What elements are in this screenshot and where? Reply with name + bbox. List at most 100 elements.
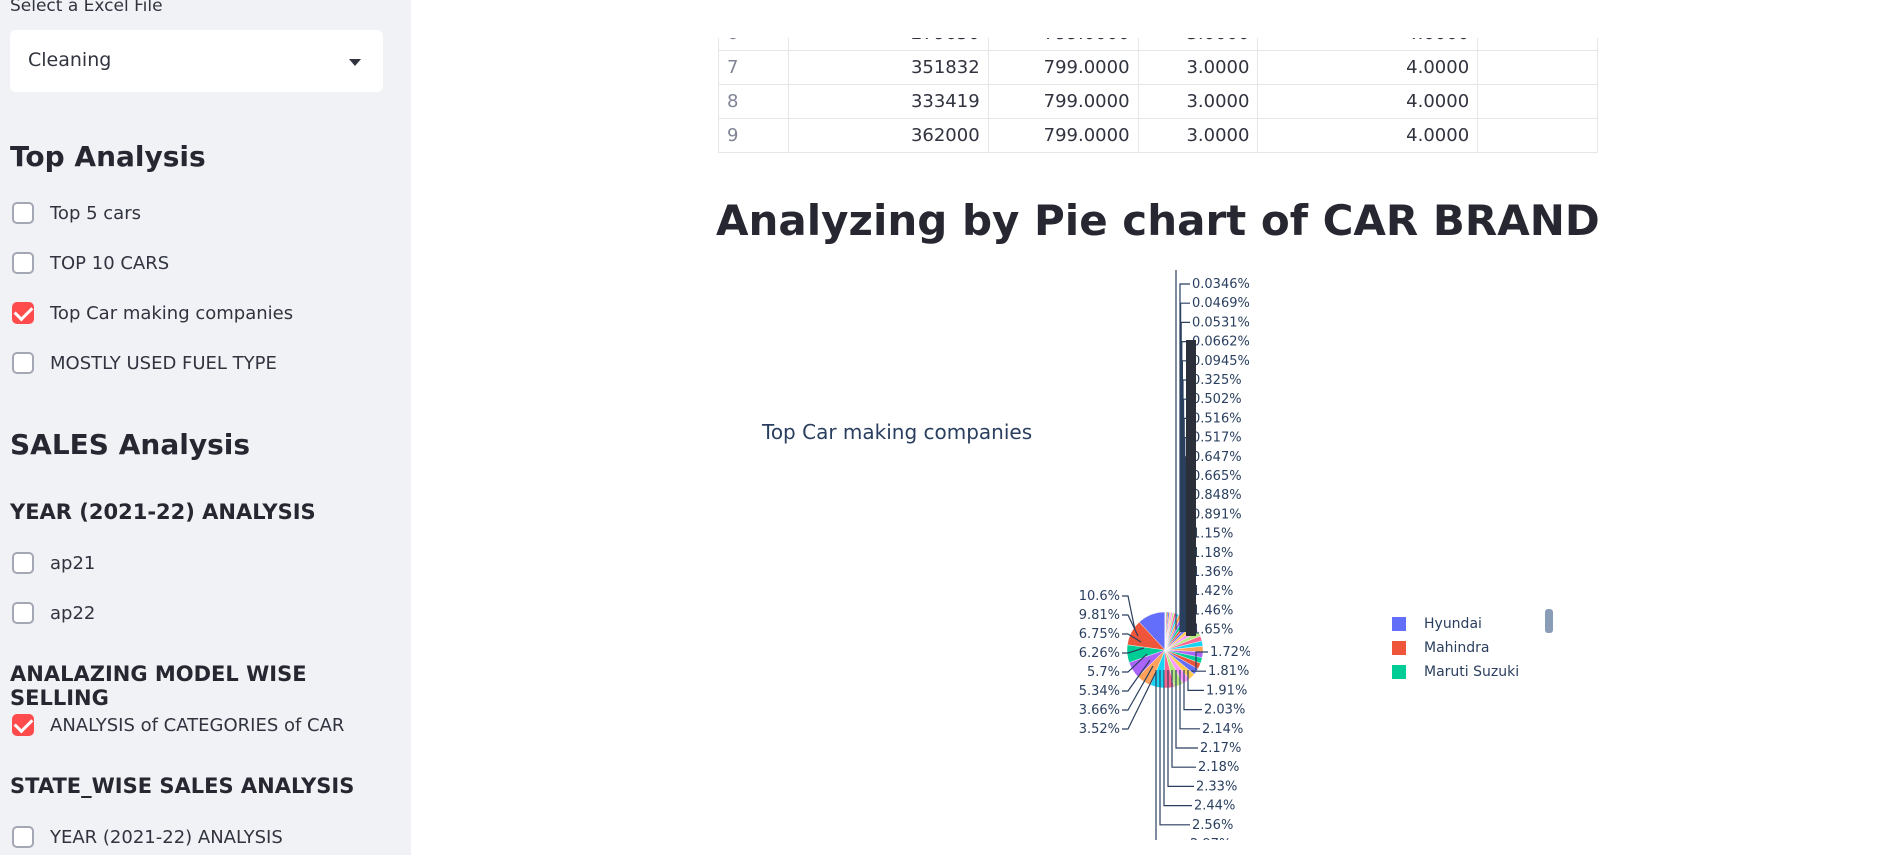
checkbox-label: Top 5 cars <box>50 202 141 224</box>
checkbox-box[interactable] <box>12 826 34 848</box>
checkbox-box[interactable] <box>12 352 34 374</box>
chart-legend[interactable]: Hyundai Mahindra Maruti Suzuki <box>1392 612 1519 684</box>
pie-leader-line <box>1179 670 1200 730</box>
legend-item-hyundai[interactable]: Hyundai <box>1392 612 1519 636</box>
table-cell: 333419 <box>787 84 989 119</box>
table-cell: 4.0000 <box>1257 50 1479 85</box>
checkbox-box[interactable] <box>12 202 34 224</box>
pie-leader-line <box>1191 670 1206 672</box>
row-index: 8 <box>718 84 789 119</box>
pie-slice-label: 10.6% <box>1079 589 1120 604</box>
pie-slice-label: 1.15% <box>1192 527 1233 542</box>
legend-item-maruti-suzuki[interactable]: Maruti Suzuki <box>1392 660 1519 684</box>
pie-slice-label: 0.0945% <box>1192 354 1250 369</box>
checkbox-top-car-companies[interactable]: Top Car making companies <box>12 301 294 324</box>
table-cell: 799.0000 <box>987 38 1139 51</box>
file-select-value: Cleaning <box>28 49 112 71</box>
table-row: 6 279650 799.0000 3.0000 4.0000 <box>718 38 1598 51</box>
pie-leader-line <box>1183 670 1202 711</box>
pie-leader-line <box>1122 653 1148 673</box>
legend-label: Mahindra <box>1424 640 1490 656</box>
table-cell: 3.0000 <box>1137 50 1259 85</box>
checkbox-ap21[interactable]: ap21 <box>12 552 95 574</box>
model-analysis-heading: ANALAZING MODEL WISE SELLING <box>10 662 307 710</box>
pie-slice-label: 2.03% <box>1204 703 1245 718</box>
data-table[interactable]: 6 279650 799.0000 3.0000 4.0000 7 351832… <box>718 38 1598 153</box>
pie-leader-line <box>1187 670 1204 691</box>
legend-swatch <box>1392 665 1406 679</box>
table-cell: 3.0000 <box>1137 84 1259 119</box>
table-cell <box>1477 118 1598 152</box>
table-cell: 351832 <box>787 50 989 85</box>
pie-slice-label: 0.848% <box>1192 488 1242 503</box>
pie-slice-label: 1.81% <box>1208 664 1249 679</box>
pie-slice-label: 1.65% <box>1192 623 1233 638</box>
pie-slice-label: 2.44% <box>1194 799 1235 814</box>
row-index: 9 <box>718 118 789 152</box>
check-icon <box>13 301 33 321</box>
pie-slice-label: 2.56% <box>1192 818 1233 833</box>
pie-leader-line <box>1122 671 1157 730</box>
pie-slice-label: 2.33% <box>1196 779 1237 794</box>
chevron-down-icon <box>349 59 361 66</box>
legend-swatch <box>1392 641 1406 655</box>
pie-slice-label: 2.97% <box>1190 837 1231 840</box>
pie-leader-line <box>1122 647 1145 654</box>
legend-scrollbar[interactable] <box>1545 609 1553 633</box>
pie-leader-line <box>1155 670 1157 840</box>
checkbox-car-categories[interactable]: ANALYSIS of CATEGORIES of CAR <box>12 713 345 736</box>
legend-label: Maruti Suzuki <box>1424 664 1520 680</box>
legend-item-mahindra[interactable]: Mahindra <box>1392 636 1519 660</box>
pie-slice-label: 0.891% <box>1192 507 1242 522</box>
pie-slice-label: 1.42% <box>1192 584 1233 599</box>
sidebar: Select a Excel File Cleaning Top Analysi… <box>0 0 411 855</box>
pie-slice-label: 0.0346% <box>1192 277 1250 292</box>
sales-analysis-heading: SALES Analysis <box>10 428 250 461</box>
checkbox-label: Top Car making companies <box>50 302 294 324</box>
table-cell: 3.0000 <box>1137 38 1259 51</box>
pie-slice-label: 0.0531% <box>1192 315 1250 330</box>
checkbox-box[interactable] <box>12 713 34 736</box>
pie-slice-label: 0.502% <box>1192 392 1242 407</box>
checkbox-state-year-analysis[interactable]: YEAR (2021-22) ANALYSIS <box>12 826 283 848</box>
pie-slice-label: 2.17% <box>1200 741 1241 756</box>
pie-leader-line <box>1122 595 1136 631</box>
pie-leader-line <box>1122 614 1139 637</box>
pie-slice-label: 0.0469% <box>1192 296 1250 311</box>
checkbox-top-10-cars[interactable]: TOP 10 CARS <box>12 252 169 274</box>
pie-slice-label: 3.66% <box>1079 703 1120 718</box>
pie-slice-label: 2.14% <box>1202 722 1243 737</box>
pie-slice-label: 9.81% <box>1079 608 1120 623</box>
pie-slice-label: 0.517% <box>1192 431 1242 446</box>
pie-slice-label: 5.7% <box>1087 665 1120 680</box>
checkbox-box[interactable] <box>12 301 34 324</box>
checkbox-label: ANALYSIS of CATEGORIES of CAR <box>50 714 345 736</box>
pie-slice-label: 3.52% <box>1079 722 1120 737</box>
pie-slice-label: 0.0662% <box>1192 335 1250 350</box>
checkbox-top-5-cars[interactable]: Top 5 cars <box>12 202 141 224</box>
checkbox-box[interactable] <box>12 552 34 574</box>
pie-chart[interactable]: 10.6% 9.81% 6.75% 6.26% 5.7% 5.34% 3.66% 3.52% 0… <box>1060 270 1250 840</box>
pie-slice-label: 2.18% <box>1198 760 1239 775</box>
pie-slice-label: 1.46% <box>1192 603 1233 618</box>
checkbox-box[interactable] <box>12 602 34 624</box>
checkbox-label: MOSTLY USED FUEL TYPE <box>50 352 277 374</box>
table-cell: 799.0000 <box>987 50 1139 85</box>
pie-slice-label: 0.647% <box>1192 450 1242 465</box>
checkbox-fuel-type[interactable]: MOSTLY USED FUEL TYPE <box>12 352 277 374</box>
page-title: Analyzing by Pie chart of CAR BRAND <box>716 196 1600 245</box>
table-cell: 799.0000 <box>987 84 1139 119</box>
legend-label: Hyundai <box>1424 616 1482 632</box>
file-select-label: Select a Excel File <box>10 0 163 16</box>
pie-slice-label: 1.36% <box>1192 565 1233 580</box>
pie-leader-line <box>1122 665 1154 711</box>
checkbox-ap22[interactable]: ap22 <box>12 602 95 624</box>
file-select[interactable]: Cleaning <box>10 30 383 92</box>
table-cell: 4.0000 <box>1257 118 1479 152</box>
pie-slice-label: 5.34% <box>1079 684 1120 699</box>
checkbox-box[interactable] <box>12 252 34 274</box>
table-cell: 4.0000 <box>1257 38 1479 51</box>
table-cell <box>1477 50 1598 85</box>
checkbox-label: YEAR (2021-22) ANALYSIS <box>50 826 283 848</box>
pie-leader-bundle <box>1186 340 1196 636</box>
